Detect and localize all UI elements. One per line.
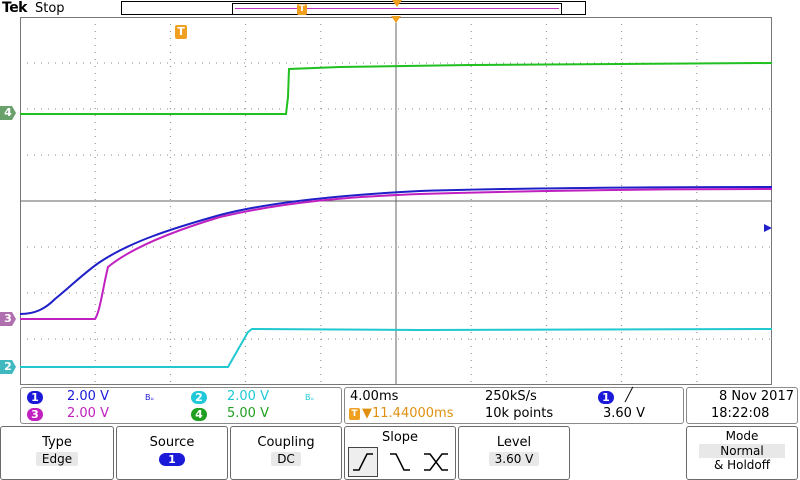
channel-4-scale: 5.00 V [227,406,269,421]
trigger-slope-symbol: ╱ [625,388,633,403]
channel-1-waveform [20,186,772,315]
trigger-position-pointer-icon[interactable] [391,16,401,24]
trigger-slope-label: Slope [381,430,419,445]
waveform-display[interactable] [20,17,772,385]
acquisition-status: Stop [35,1,65,16]
channel-4-ground-marker[interactable]: 4 [0,106,16,120]
slope-either-option[interactable] [421,448,451,478]
trigger-type-label: Type [42,435,72,450]
channel-2-scale: 2.00 V [227,389,269,404]
trigger-position[interactable]: ▼11.44000ms [362,406,454,421]
timebase-readout-panel: 4.00ms 250kS/s 1 ╱ T ▼11.44000ms 10k poi… [344,387,684,424]
trigger-type-value: Edge [35,452,79,466]
channel-3-scale: 2.00 V [67,406,109,421]
channel-2-bw-limit: Bᵤ [305,393,314,402]
record-length: 10k points [485,406,554,421]
slope-falling-option[interactable] [385,448,415,478]
trigger-source-label: Source [149,435,195,450]
time-per-division[interactable]: 4.00ms [350,389,399,404]
trigger-coupling-value: DC [271,452,301,466]
trigger-level-readout: 3.60 V [603,406,645,421]
datetime-panel: 8 Nov 2017 18:22:08 [686,387,798,424]
channel-4-waveform [20,62,772,115]
trigger-mode-button[interactable]: Mode Normal & Holdoff [686,426,798,480]
trigger-mode-label: Mode [725,429,759,443]
sample-rate: 250kS/s [485,389,537,404]
channel-3-waveform [20,188,772,320]
record-trace-line [235,8,559,9]
falling-edge-icon [390,453,410,471]
channel-2-badge[interactable]: 2 [191,391,207,404]
trigger-source-button[interactable]: Source 1 [116,426,228,480]
trigger-level-indicator-icon[interactable] [764,224,772,232]
trigger-level-value: 3.60 V [488,452,540,466]
trigger-coupling-button[interactable]: Coupling DC [230,426,342,480]
channel-1-scale: 2.00 V [67,389,109,404]
tek-logo: Tek [2,0,28,16]
channel-1-bw-limit: Bᵤ [145,393,154,402]
channel-2-waveform [20,327,772,368]
channel-4-badge[interactable]: 4 [191,408,207,421]
either-edge-icon [424,453,448,471]
trigger-source-badge[interactable]: 1 [598,391,614,404]
trigger-position-marker: T [349,408,360,420]
trigger-type-button[interactable]: Type Edge [0,426,114,480]
record-trigger-pointer-icon [392,0,402,7]
date-readout: 8 Nov 2017 [719,389,794,404]
trigger-coupling-label: Coupling [257,435,315,450]
channel-readout-panel: 1 2.00 V Bᵤ 2 2.00 V Bᵤ 3 2.00 V 4 5.00 … [20,387,342,424]
channel-3-badge[interactable]: 3 [27,408,43,421]
trigger-slope-button[interactable]: Slope [344,426,456,480]
trigger-source-value: 1 [159,453,185,466]
channel-1-badge[interactable]: 1 [27,391,43,404]
time-readout: 18:22:08 [711,406,770,421]
rising-edge-icon [353,453,373,471]
trigger-level-button[interactable]: Level 3.60 V [458,426,570,480]
trigger-time-marker[interactable]: T [175,25,187,39]
channel-3-ground-marker[interactable]: 3 [0,312,16,326]
trigger-mode-value: Normal [699,444,785,458]
slope-rising-option[interactable] [348,447,378,477]
trigger-holdoff-value: & Holdoff [713,458,771,472]
trigger-level-label: Level [496,435,532,450]
record-trigger-marker: T [297,4,307,15]
channel-2-ground-marker[interactable]: 2 [0,360,16,374]
